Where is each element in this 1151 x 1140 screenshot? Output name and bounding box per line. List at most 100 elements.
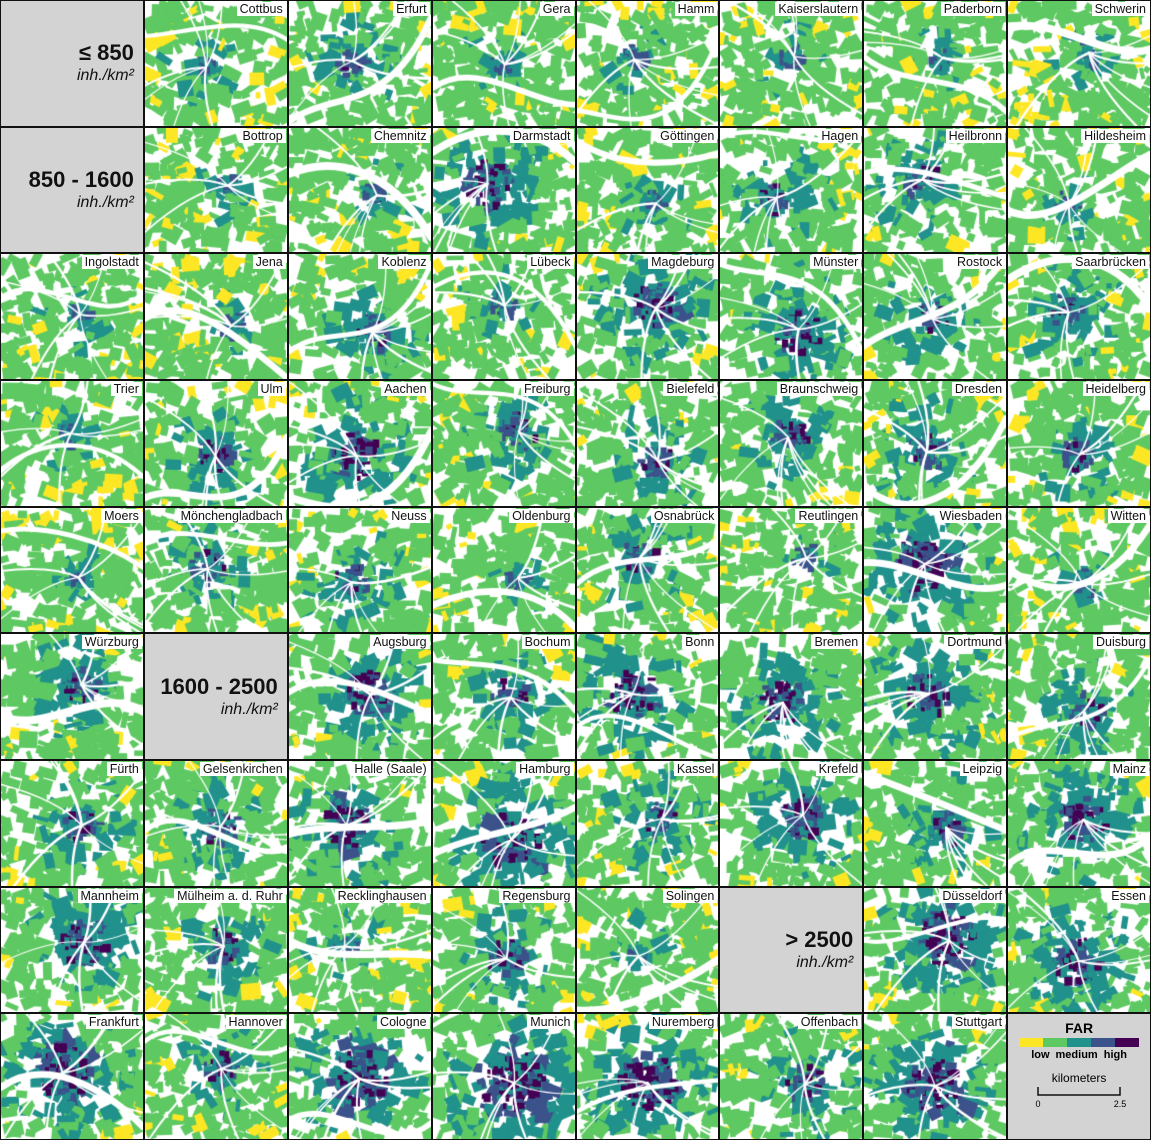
city-far-map: [1, 760, 143, 886]
city-far-map: [720, 127, 863, 253]
city-far-map: [864, 760, 1007, 886]
city-map-tile-ulm: Ulm: [144, 380, 287, 506]
city-map-tile-halle-saale: Halle (Saale): [288, 760, 431, 886]
city-far-map: [864, 507, 1007, 633]
legend-label-low: low: [1031, 1049, 1050, 1062]
city-name: Rostock: [953, 255, 1006, 270]
legend-swatch-low: [1019, 1038, 1044, 1048]
city-map-tile-hamm: Hamm: [576, 1, 719, 126]
city-name: Kassel: [673, 761, 718, 776]
legend-swatch-low-medium: [1043, 1038, 1068, 1048]
city-name: Reutlingen: [795, 508, 862, 523]
city-map-tile-oldenburg: Oldenburg: [432, 507, 575, 633]
city-map-tile-frankfurt: Frankfurt: [1, 1014, 143, 1139]
city-map-tile-nuremberg: Nuremberg: [576, 1014, 719, 1139]
city-map-tile-darmstadt: Darmstadt: [432, 127, 575, 253]
city-far-map: [1, 507, 143, 633]
density-class-panel: ≤ 850 inh./km²: [1, 1, 143, 126]
city-far-map: [864, 254, 1007, 379]
city-far-map: [1, 254, 143, 379]
legend-labels: low medium high: [1031, 1049, 1127, 1061]
city-map-tile-bremen: Bremen: [720, 634, 863, 759]
city-name: Dresden: [951, 381, 1006, 396]
city-name: Hannover: [225, 1015, 286, 1030]
city-map-tile-monchengladbach: Mönchengladbach: [144, 507, 287, 633]
city-map-tile-regensburg: Regensburg: [432, 887, 575, 1013]
city-far-map: [1, 634, 143, 759]
city-far-map: [144, 127, 287, 253]
far-legend: FAR low medium high kilometers 0 2.5: [1008, 1014, 1150, 1139]
city-map-tile-hamburg: Hamburg: [432, 760, 575, 886]
city-name: Augsburg: [370, 635, 430, 650]
scale-bar-title: kilometers: [1051, 1071, 1107, 1086]
city-map-tile-lubeck: Lübeck: [432, 254, 575, 379]
city-name: Cottbus: [236, 2, 286, 16]
city-name: Osnabrück: [650, 508, 718, 523]
city-map-tile-gottingen: Göttingen: [576, 127, 719, 253]
density-class-panel: > 2500 inh./km²: [720, 887, 863, 1013]
city-far-map: [288, 254, 431, 379]
city-name: Koblenz: [378, 255, 430, 270]
city-far-map: [432, 634, 575, 759]
city-map-tile-leipzig: Leipzig: [864, 760, 1007, 886]
city-far-map: [864, 887, 1007, 1013]
city-far-map: [288, 760, 431, 886]
city-map-tile-braunschweig: Braunschweig: [720, 380, 863, 506]
city-map-tile-stuttgart: Stuttgart: [864, 1014, 1007, 1139]
city-name: Fürth: [106, 761, 142, 776]
city-far-map: [1, 887, 143, 1013]
city-far-map: [1008, 760, 1150, 886]
city-name: Hamm: [674, 2, 718, 16]
city-map-tile-wiesbaden: Wiesbaden: [864, 507, 1007, 633]
city-far-map: [576, 1, 719, 126]
city-far-map: [864, 634, 1007, 759]
city-far-map: [432, 887, 575, 1013]
city-name: Hagen: [818, 128, 862, 143]
city-name: Heilbronn: [945, 128, 1006, 143]
city-name: Würzburg: [81, 635, 142, 650]
city-far-map: [288, 1014, 431, 1139]
city-name: Erfurt: [393, 2, 430, 16]
city-name: Recklinghausen: [334, 888, 430, 903]
city-far-map: [288, 127, 431, 253]
city-name: Neuss: [388, 508, 430, 523]
city-name: Gera: [539, 2, 574, 16]
city-far-map: [576, 1014, 719, 1139]
city-far-map: [720, 507, 863, 633]
city-far-map: [864, 380, 1007, 506]
city-name: Aachen: [381, 381, 430, 396]
city-name: Mülheim a. d. Ruhr: [174, 888, 286, 903]
city-map-tile-bochum: Bochum: [432, 634, 575, 759]
city-map-tile-bottrop: Bottrop: [144, 127, 287, 253]
city-far-map: [432, 507, 575, 633]
density-class-panel: 1600 - 2500 inh./km²: [144, 634, 287, 759]
city-far-map: [576, 127, 719, 253]
city-map-tile-krefeld: Krefeld: [720, 760, 863, 886]
city-far-map: [576, 380, 719, 506]
city-far-map: [144, 380, 287, 506]
city-name: Solingen: [662, 888, 718, 903]
density-range: 1600 - 2500: [160, 673, 278, 699]
legend-title: FAR: [1065, 1020, 1094, 1037]
city-map-tile-mulheim-a-d-ruhr: Mülheim a. d. Ruhr: [144, 887, 287, 1013]
city-map-tile-offenbach: Offenbach: [720, 1014, 863, 1139]
city-name: Schwerin: [1091, 2, 1149, 16]
city-far-map: [288, 1, 431, 126]
city-name: Düsseldorf: [939, 888, 1006, 903]
city-far-map: [1008, 380, 1150, 506]
city-map-tile-mainz: Mainz: [1008, 760, 1150, 886]
city-name: Oldenburg: [509, 508, 574, 523]
city-map-tile-hildesheim: Hildesheim: [1008, 127, 1150, 253]
city-far-map: [576, 887, 719, 1013]
city-far-map: [864, 1014, 1007, 1139]
city-name: Halle (Saale): [351, 761, 430, 776]
city-map-tile-munster: Münster: [720, 254, 863, 379]
city-far-map: [864, 1, 1007, 126]
city-map-tile-recklinghausen: Recklinghausen: [288, 887, 431, 1013]
density-range: > 2500: [785, 926, 854, 952]
scale-bar-line: [1037, 1087, 1121, 1097]
city-name: Regensburg: [499, 888, 574, 903]
city-name: Mannheim: [77, 888, 142, 903]
city-far-map: [144, 1, 287, 126]
